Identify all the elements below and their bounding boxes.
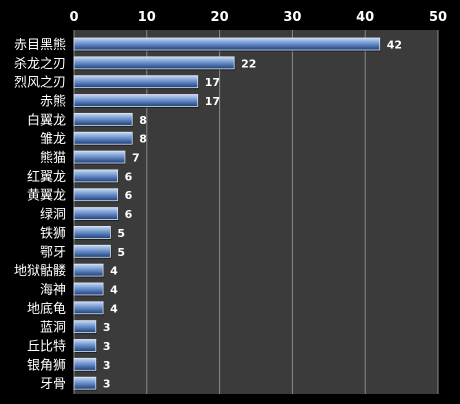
category-label: 丘比特	[27, 339, 66, 354]
data-label: 6	[125, 189, 133, 202]
data-label: 5	[117, 227, 125, 240]
data-label: 3	[103, 321, 111, 334]
x-tick-label: 10	[138, 10, 156, 25]
data-label: 3	[103, 378, 111, 391]
x-tick-label: 20	[211, 10, 229, 25]
category-label: 黄翼龙	[27, 189, 66, 204]
data-label: 17	[205, 76, 220, 89]
bar	[73, 56, 235, 70]
category-label: 雏龙	[40, 131, 66, 147]
bar	[73, 320, 97, 334]
bar	[73, 263, 104, 277]
category-label: 红翼龙	[27, 169, 66, 185]
category-label: 鄂牙	[40, 245, 66, 260]
bar	[73, 188, 119, 202]
bar	[73, 226, 111, 239]
data-label: 4	[110, 283, 118, 296]
category-label: 地狱骷髅	[14, 263, 66, 279]
x-tick-label: 0	[69, 10, 78, 25]
data-label: 8	[139, 114, 147, 127]
bar	[73, 112, 133, 126]
bars	[73, 37, 381, 391]
category-label: 铁狮	[40, 226, 66, 241]
x-tick-label: 50	[429, 10, 447, 25]
plot-area	[74, 30, 438, 394]
data-label: 4	[110, 265, 118, 278]
data-label: 6	[125, 208, 133, 221]
bar	[73, 357, 97, 371]
bar	[73, 339, 97, 352]
bar	[73, 207, 119, 220]
x-tick-label: 40	[356, 10, 374, 25]
category-label: 白翼龙	[27, 112, 66, 128]
category-label: 烈风之刃	[14, 76, 66, 91]
data-label: 17	[205, 95, 220, 108]
data-label: 5	[117, 246, 125, 259]
bar	[73, 94, 199, 107]
category-label: 海神	[40, 283, 66, 298]
bar	[73, 150, 126, 164]
category-label: 蓝洞	[40, 321, 66, 336]
category-label: 牙骨	[40, 377, 66, 392]
category-label: 绿洞	[40, 208, 66, 223]
category-label: 熊猫	[40, 150, 66, 166]
bar	[73, 131, 133, 145]
data-label: 7	[132, 152, 140, 165]
bar	[73, 244, 111, 258]
category-label: 赤目黑熊	[14, 37, 66, 53]
data-label: 3	[103, 359, 111, 372]
category-label: 杀龙之刃	[14, 57, 66, 72]
bar	[73, 75, 199, 89]
x-axis-ticks: 0 10 20 30 40 50	[69, 10, 447, 25]
bar	[73, 169, 119, 183]
category-label: 银角狮	[27, 358, 66, 373]
x-tick-label: 30	[283, 10, 301, 25]
bar	[73, 37, 381, 51]
data-label: 3	[103, 340, 111, 353]
data-label: 6	[125, 170, 133, 183]
category-label: 赤熊	[40, 94, 66, 110]
data-label: 8	[139, 133, 147, 146]
category-label: 地底龟	[27, 301, 66, 317]
data-label: 42	[387, 39, 402, 52]
bar	[73, 376, 97, 390]
bar	[73, 301, 104, 315]
bar	[73, 282, 104, 296]
data-label: 22	[241, 57, 256, 70]
data-label: 4	[110, 302, 118, 315]
category-labels: 赤目黑熊杀龙之刃烈风之刃赤熊白翼龙雏龙熊猫红翼龙黄翼龙绿洞铁狮鄂牙地狱骷髅海神地…	[14, 37, 66, 392]
